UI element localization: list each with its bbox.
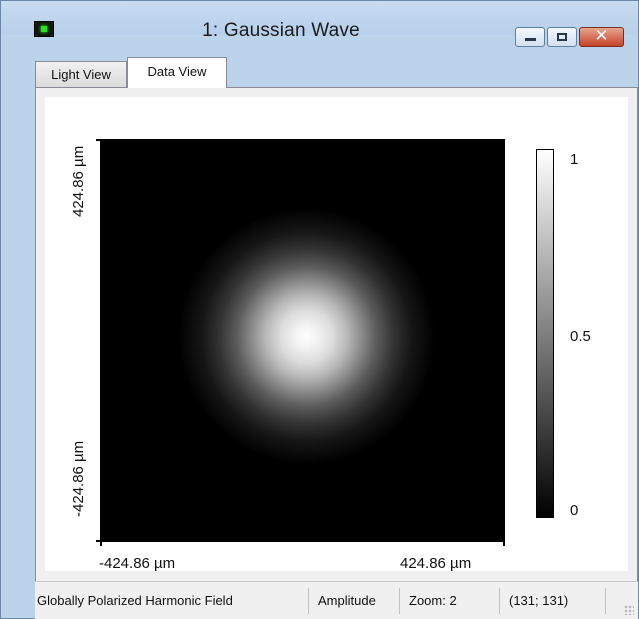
status-coordinates: (131; 131) (509, 593, 569, 608)
resize-grip-icon[interactable] (624, 605, 634, 615)
status-separator (308, 588, 309, 614)
y-axis-tick-top (96, 139, 102, 141)
field-plot: 424.86 µm -424.86 µm -424.86 µm 424.86 µ… (45, 97, 628, 572)
title-bar[interactable]: 1: Gaussian Wave ✕ (1, 1, 638, 47)
tab-data-view[interactable]: Data View (127, 57, 227, 88)
window-title: 1: Gaussian Wave (202, 20, 360, 41)
y-axis-min-label: -424.86 µm (70, 440, 87, 517)
status-separator (499, 588, 500, 614)
green-led-window-icon[interactable] (34, 21, 54, 37)
status-field-type: Globally Polarized Harmonic Field (37, 593, 233, 608)
close-button[interactable]: ✕ (579, 26, 624, 47)
minimize-button[interactable] (515, 27, 545, 47)
x-axis-tick-left (100, 540, 102, 546)
y-axis-max-label: 424.86 µm (70, 145, 87, 217)
status-separator (399, 588, 400, 614)
close-icon: ✕ (594, 26, 609, 45)
tab-light-view[interactable]: Light View (35, 61, 127, 88)
colorbar-mid-label: 0.5 (570, 328, 591, 345)
colorbar-max-label: 1 (570, 151, 579, 168)
y-axis-line (100, 139, 102, 542)
status-separator (605, 588, 606, 614)
minimize-icon (525, 38, 536, 41)
x-axis-line (100, 540, 505, 542)
gaussian-amplitude-image[interactable] (100, 139, 505, 542)
view-tabs: Light View Data View (35, 56, 638, 88)
colorbar-min-label: 0 (570, 502, 579, 519)
colorbar (536, 149, 554, 518)
y-axis-tick-bottom (96, 540, 102, 542)
data-view-panel: 424.86 µm -424.86 µm -424.86 µm 424.86 µ… (35, 87, 638, 582)
maximize-icon (557, 33, 567, 41)
led-indicator (41, 26, 47, 32)
status-bar: Globally Polarized Harmonic Field Amplit… (35, 581, 638, 619)
status-zoom[interactable]: Zoom: 2 (409, 593, 457, 608)
status-quantity[interactable]: Amplitude (318, 593, 376, 608)
x-axis-tick-right (503, 540, 505, 546)
x-axis-max-label: 424.86 µm (400, 555, 472, 572)
maximize-button[interactable] (547, 27, 577, 47)
x-axis-min-label: -424.86 µm (99, 555, 176, 572)
